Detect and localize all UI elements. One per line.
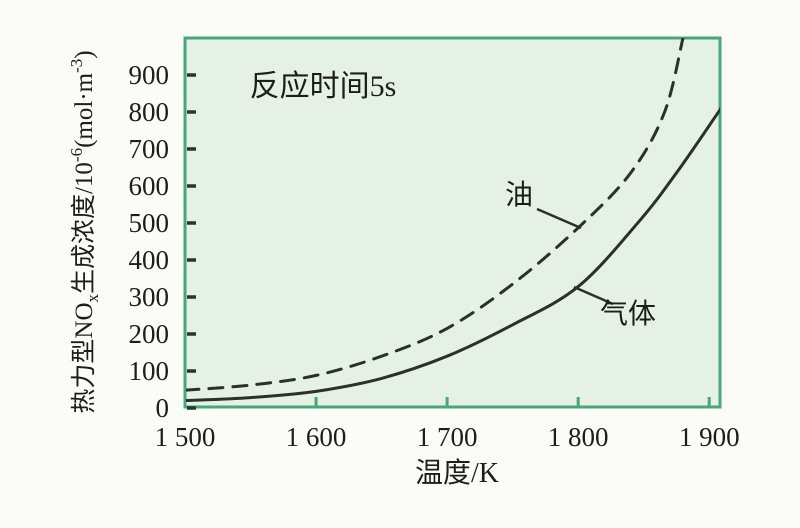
y-tick-label: 700	[129, 134, 170, 164]
gas-label-leader	[573, 285, 614, 306]
y-tick-label: 300	[129, 282, 170, 312]
y-title-superscript-6: -6	[67, 148, 86, 162]
x-tick-label: 1 800	[548, 422, 609, 452]
y-tick-label: 0	[156, 393, 170, 423]
oil-curve-label: 油	[505, 179, 533, 211]
y-tick-label: 200	[129, 319, 170, 349]
x-tick-label: 1 500	[155, 422, 216, 452]
y-tick-label: 400	[129, 245, 170, 275]
y-tick-label: 500	[129, 208, 170, 238]
y-tick-label: 800	[129, 97, 170, 127]
plot-area	[183, 36, 722, 409]
annotation-reaction-time: 反应时间5s	[250, 70, 397, 103]
ticks-layer: 1 500 1 600 1 700 1 800 1 900 0 100 200 300 400 50…	[129, 60, 740, 452]
y-title-base2: 生成浓度/10	[70, 162, 98, 294]
oil-label-leader	[536, 207, 582, 230]
x-tick-label: 1 700	[417, 422, 478, 452]
y-title-superscript-3: -3	[67, 59, 86, 73]
y-axis-title: 热力型NOx生成浓度/10-6(mol·m-3)	[67, 50, 102, 413]
gas-curve-label: 气体	[600, 298, 656, 330]
oil-curve	[186, 38, 685, 392]
curves-layer	[186, 38, 720, 403]
y-title-base4: )	[71, 50, 98, 58]
x-tick-label: 1 600	[286, 422, 347, 452]
y-title-subscript: x	[83, 294, 102, 303]
gas-curve	[186, 107, 720, 403]
x-tick-label: 1 900	[679, 422, 740, 452]
y-tick-label: 100	[129, 356, 170, 386]
y-title-base1: 热力型NO	[70, 303, 98, 414]
y-title-base3: (mol·m	[71, 72, 98, 148]
y-tick-label: 900	[129, 60, 170, 90]
y-tick-label: 600	[129, 171, 170, 201]
x-axis-title: 温度/K	[415, 457, 499, 489]
